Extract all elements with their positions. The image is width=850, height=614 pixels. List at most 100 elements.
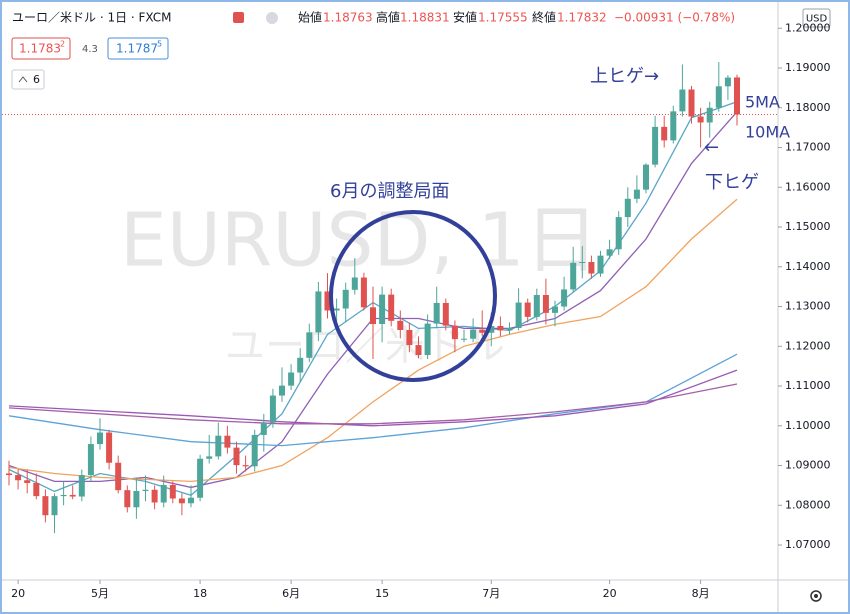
- candle-body: [133, 490, 140, 508]
- candle-body: [42, 496, 49, 516]
- y-tick-label: 1.16000: [785, 180, 831, 193]
- low-value: 1.17555: [478, 11, 528, 25]
- candle-body: [306, 332, 313, 358]
- candle-body: [706, 107, 713, 123]
- bid-box[interactable]: [11, 37, 71, 60]
- candle-body: [6, 473, 12, 476]
- candle-body: [652, 126, 659, 165]
- watermark-name: ユーロ／米ドル: [225, 323, 505, 369]
- flag-icon[interactable]: [233, 12, 244, 23]
- candle-body: [178, 498, 185, 504]
- candle-body: [233, 447, 240, 466]
- candle-body: [734, 77, 740, 115]
- bid-pip: 2: [60, 40, 65, 49]
- candle-body: [524, 302, 531, 317]
- candle-body: [224, 435, 231, 448]
- candle-body: [370, 307, 376, 325]
- close-value: 1.17832: [557, 11, 607, 25]
- candle-body: [160, 485, 167, 503]
- candle-body: [506, 327, 513, 331]
- candle-body: [606, 249, 613, 256]
- candle-body: [515, 302, 522, 328]
- candle-body: [697, 116, 704, 123]
- watermark-symbol: EURUSD, 1日: [120, 198, 599, 284]
- candle-body: [260, 422, 267, 435]
- candle-body: [142, 489, 149, 491]
- currency: USD: [806, 14, 828, 25]
- spread: 4.3: [82, 44, 98, 55]
- candle-body: [424, 323, 431, 356]
- plot: [2, 62, 778, 534]
- candle-body: [206, 456, 213, 459]
- y-tick-label: 1.13000: [785, 300, 831, 313]
- candle-body: [269, 395, 276, 423]
- candle-body: [470, 329, 477, 339]
- y-tick-label: 1.08000: [785, 498, 831, 511]
- candle-body: [51, 496, 58, 516]
- settings-icon[interactable]: [810, 590, 822, 602]
- candle-body: [688, 89, 695, 117]
- candle-body: [724, 77, 731, 87]
- close-label: 終値: [532, 10, 556, 25]
- indicator-toggle[interactable]: [11, 69, 45, 90]
- candle-body: [588, 262, 595, 274]
- candle-body: [533, 295, 540, 317]
- candle-body: [24, 480, 31, 484]
- candle-body: [451, 325, 458, 340]
- candle-body: [406, 329, 413, 346]
- y-tick-label: 1.14000: [785, 260, 831, 273]
- candle-body: [124, 490, 131, 508]
- bid-price: 1.1783: [19, 42, 61, 56]
- visibility-icon[interactable]: [266, 12, 278, 24]
- highlight-circle: [329, 210, 497, 382]
- currency-box[interactable]: [802, 8, 831, 28]
- high-value: 1.18831: [400, 11, 450, 25]
- y-tick-label: 1.15000: [785, 220, 831, 233]
- ask-pip: 5: [157, 40, 162, 49]
- candle-body: [151, 489, 158, 503]
- y-tick-label: 1.09000: [785, 459, 831, 472]
- y-tick-label: 1.19000: [785, 61, 831, 74]
- candle-body: [552, 306, 558, 313]
- candle-body: [360, 277, 367, 308]
- candle-body: [397, 320, 404, 330]
- annotation: 上ヒゲ→: [590, 66, 659, 87]
- candle-body: [324, 291, 331, 311]
- candle-body: [78, 475, 85, 497]
- x-tick-label: 6月: [282, 587, 300, 600]
- candle-body: [169, 485, 176, 499]
- candle-body: [215, 435, 222, 457]
- candle-body: [415, 345, 422, 356]
- candle-body: [488, 326, 495, 333]
- candle-body: [379, 294, 386, 325]
- candle-body: [115, 462, 122, 491]
- y-tick-label: 1.12000: [785, 339, 831, 352]
- y-tick-label: 1.17000: [785, 141, 831, 154]
- y-tick-label: 1.07000: [785, 538, 831, 551]
- candle-body: [715, 86, 722, 108]
- candle-body: [633, 189, 640, 199]
- candle-body: [288, 372, 295, 386]
- candle-body: [242, 465, 249, 467]
- candle-body: [315, 291, 322, 333]
- annotation: 下ヒゲ: [705, 172, 759, 193]
- x-tick-label: 8月: [692, 587, 710, 600]
- candle-body: [597, 255, 604, 274]
- candle-body: [461, 338, 467, 340]
- candle-body: [87, 444, 94, 476]
- annotation: ←: [704, 137, 719, 158]
- ask-box[interactable]: [107, 37, 169, 60]
- open-label: 始値: [298, 10, 322, 25]
- candle-body: [97, 432, 103, 445]
- candle-body: [442, 302, 449, 326]
- candle-body: [197, 458, 204, 498]
- candle-body: [433, 302, 440, 324]
- annotation: 10MA: [745, 123, 790, 142]
- ask-price: 1.1787: [116, 42, 158, 56]
- candle-body: [624, 198, 631, 218]
- annotation: 5MA: [745, 93, 780, 112]
- candle-body: [251, 434, 258, 467]
- x-tick-label: 5月: [91, 587, 109, 600]
- candle-body: [279, 385, 285, 396]
